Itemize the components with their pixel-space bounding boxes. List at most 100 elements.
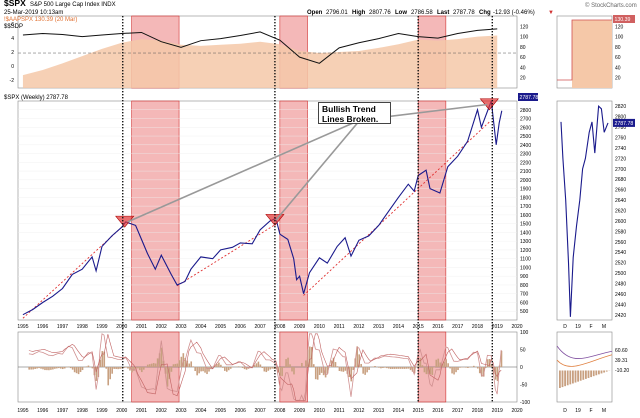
zoom-x-tick: 19 <box>575 408 581 414</box>
x-tick-label: 1996 <box>37 324 48 330</box>
macd-histogram-bar <box>125 367 127 368</box>
macd-histogram-bar <box>229 367 232 369</box>
zoom-macd-tick: 60.60 <box>615 348 628 354</box>
macd-histogram-bar <box>362 367 364 374</box>
macd-histogram-bar <box>150 363 153 367</box>
macd-tick-label: 50 <box>520 348 526 354</box>
x-tick-label: 1995 <box>17 324 28 330</box>
zoom-histogram-bar <box>598 370 600 375</box>
price-tick-label: 2500 <box>520 134 531 140</box>
macd-histogram-bar <box>356 346 359 367</box>
low-value: 2786.58 <box>411 10 433 16</box>
macd-tick-label: 100 <box>520 330 529 336</box>
zoom-price-tick: 2500 <box>615 271 626 277</box>
macd-histogram-bar <box>465 367 467 368</box>
macd-histogram-bar <box>482 367 485 377</box>
macd-histogram-bar <box>50 367 52 370</box>
macd-histogram-bar <box>210 367 212 370</box>
macd-histogram-bar <box>63 367 66 369</box>
macd-histogram-bar <box>386 367 388 369</box>
zoom-histogram-bar <box>587 370 590 378</box>
macd-histogram-bar <box>267 367 270 371</box>
zoom-histogram-bar <box>561 370 564 388</box>
zoom-price-tick: 2820 <box>615 104 626 110</box>
trend-line <box>176 225 275 287</box>
chg-label: Chg <box>479 10 491 16</box>
shaded-zone <box>417 100 447 321</box>
macd-histogram-bar <box>38 367 40 369</box>
zoom-price-tick: 2660 <box>615 188 626 194</box>
top-tick-label: 100 <box>520 35 529 41</box>
macd-histogram-bar <box>490 364 493 367</box>
macd-histogram-bar <box>261 367 264 369</box>
macd-histogram-bar <box>32 367 34 370</box>
macd-histogram-bar <box>194 367 196 372</box>
indicator-label-2: $$SDP <box>4 24 24 30</box>
last-label: Last <box>437 10 450 16</box>
macd-histogram-bar <box>330 360 333 367</box>
macd-histogram-bar <box>488 359 491 367</box>
macd-histogram-bar <box>395 367 398 369</box>
x-tick-label: 1998 <box>77 324 88 330</box>
macd-histogram-bar <box>388 367 390 369</box>
x-tick-label: 2002 <box>156 408 167 414</box>
x-tick-label: 2013 <box>373 324 384 330</box>
price-tick-label: 1600 <box>520 213 531 219</box>
macd-histogram-bar <box>380 367 382 369</box>
macd-histogram-bar <box>178 360 181 367</box>
zoom-top-tick: 40 <box>615 65 621 71</box>
x-tick-label: 1995 <box>17 408 28 414</box>
macd-histogram-bar <box>334 362 337 367</box>
price-tick-label: 1300 <box>520 239 531 245</box>
macd-histogram-bar <box>133 367 135 371</box>
macd-histogram-bar <box>148 364 151 367</box>
macd-histogram-bar <box>480 367 483 377</box>
macd-histogram-bar <box>123 367 125 368</box>
macd-histogram-bar <box>496 367 499 382</box>
top-tick-label: 40 <box>520 65 526 71</box>
macd-histogram-bar <box>170 367 173 372</box>
zoom-top-tick: 60 <box>615 55 621 61</box>
macd-histogram-bar <box>180 356 183 367</box>
x-tick-label: 2019 <box>492 324 503 330</box>
zoom-price-tick: 2760 <box>615 136 626 142</box>
zoom-histogram-bar <box>559 370 561 388</box>
top-tick-label: 120 <box>520 24 529 30</box>
spx-price-line <box>22 100 503 316</box>
macd-histogram-bar <box>186 360 189 367</box>
symbol-title: $SPX <box>4 0 26 8</box>
zoom-histogram-bar <box>566 370 569 386</box>
chg-value: -12.93 (-0.46%) <box>493 10 535 16</box>
x-tick-label: 2004 <box>195 324 206 330</box>
macd-histogram-bar <box>99 359 102 367</box>
zoom-histogram-bar <box>592 370 595 377</box>
macd-histogram-bar <box>393 367 396 369</box>
x-tick-label: 2006 <box>235 408 246 414</box>
top-left-tick-label: 6 <box>11 22 14 28</box>
macd-histogram-bar <box>95 367 98 381</box>
macd-line <box>28 333 502 402</box>
macd-histogram-bar <box>58 367 60 369</box>
top-left-tick-label: 4 <box>11 36 14 42</box>
price-tick-label: 2700 <box>520 117 531 123</box>
zoom-breadth-area <box>572 20 612 88</box>
macd-histogram-bar <box>312 364 315 367</box>
macd-histogram-bar <box>318 367 321 375</box>
zoom-top-tick: 80 <box>615 45 621 51</box>
macd-histogram-bar <box>437 358 440 367</box>
zoom-x-tick: M <box>602 408 606 414</box>
macd-histogram-bar <box>301 362 303 367</box>
macd-histogram-bar <box>91 367 94 369</box>
macd-histogram-bar <box>449 367 451 369</box>
macd-histogram-bar <box>48 367 50 371</box>
macd-histogram-bar <box>275 367 277 370</box>
zoom-price-tick: 2740 <box>615 146 626 152</box>
macd-histogram-bar <box>279 367 281 376</box>
macd-histogram-bar <box>182 353 185 367</box>
x-tick-label: 2012 <box>353 324 364 330</box>
annotation-overlay: 2787.78 130.39 2787.78 <box>122 15 635 402</box>
zoom-frame <box>556 331 613 403</box>
macd-histogram-bar <box>476 367 479 369</box>
chg-down-icon: ▼ <box>548 10 554 16</box>
open-value: 2796.01 <box>326 10 348 16</box>
